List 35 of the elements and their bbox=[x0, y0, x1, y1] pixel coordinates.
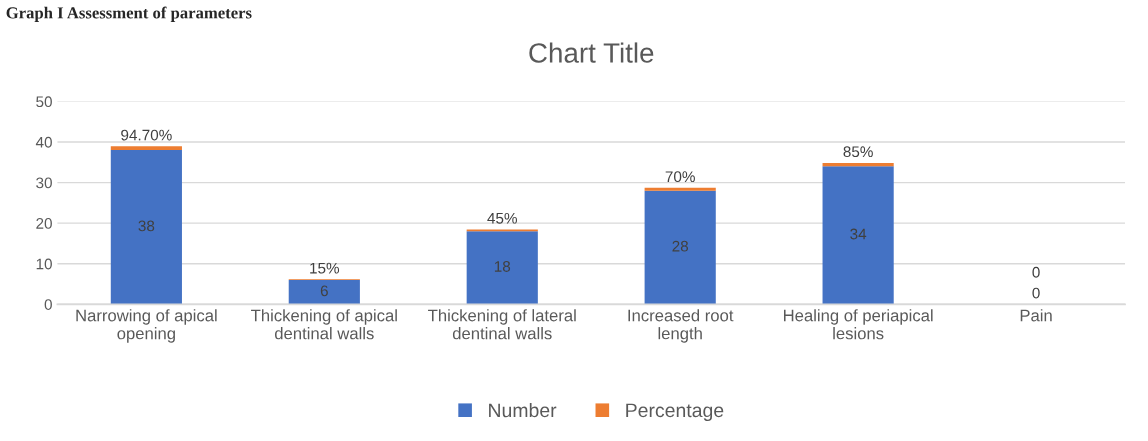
bar bbox=[644, 187, 716, 191]
x-tick-label: Thickening of lateral dentinal walls bbox=[428, 309, 576, 340]
y-tick-label: 40 bbox=[35, 136, 52, 148]
data-label: 18 bbox=[494, 261, 511, 272]
data-label: 0 bbox=[1032, 287, 1040, 299]
data-label: 94.70% bbox=[121, 129, 172, 141]
x-tick-label: Increased root length bbox=[628, 309, 734, 343]
data-label: 34 bbox=[850, 228, 867, 240]
y-tick-label: 10 bbox=[36, 258, 52, 270]
text: Graph I Assessment of parameters bbox=[6, 6, 252, 22]
bar bbox=[644, 190, 716, 305]
bar bbox=[822, 166, 894, 305]
legend-label: Percentage bbox=[626, 403, 724, 422]
data-label: 70% bbox=[665, 171, 695, 183]
bar bbox=[288, 279, 360, 305]
bar bbox=[466, 231, 538, 305]
data-label: 28 bbox=[672, 240, 689, 252]
chart-title: Chart Title bbox=[529, 42, 654, 63]
bar bbox=[110, 150, 182, 305]
y-tick-label: 50 bbox=[36, 96, 52, 108]
data-label: 15% bbox=[310, 262, 340, 274]
data-label: 38 bbox=[138, 220, 155, 232]
data-label: 85% bbox=[843, 146, 873, 158]
x-tick-label: Pain bbox=[1020, 309, 1052, 322]
data-label: 0 bbox=[1032, 266, 1040, 278]
data-label: 6 bbox=[320, 285, 328, 297]
y-tick-label: 0 bbox=[44, 299, 52, 310]
x-tick-label: Thickening of apical dentinal walls bbox=[251, 309, 397, 340]
x-tick-label: Narrowing of apical opening bbox=[76, 309, 217, 343]
y-tick-label: 20 bbox=[36, 218, 52, 229]
x-tick-label: Healing of periapical lesions bbox=[783, 309, 933, 340]
data-label: 45% bbox=[487, 212, 517, 224]
bar bbox=[110, 146, 182, 151]
legend-label: Number bbox=[489, 402, 557, 418]
y-tick-label: 30 bbox=[36, 177, 52, 189]
